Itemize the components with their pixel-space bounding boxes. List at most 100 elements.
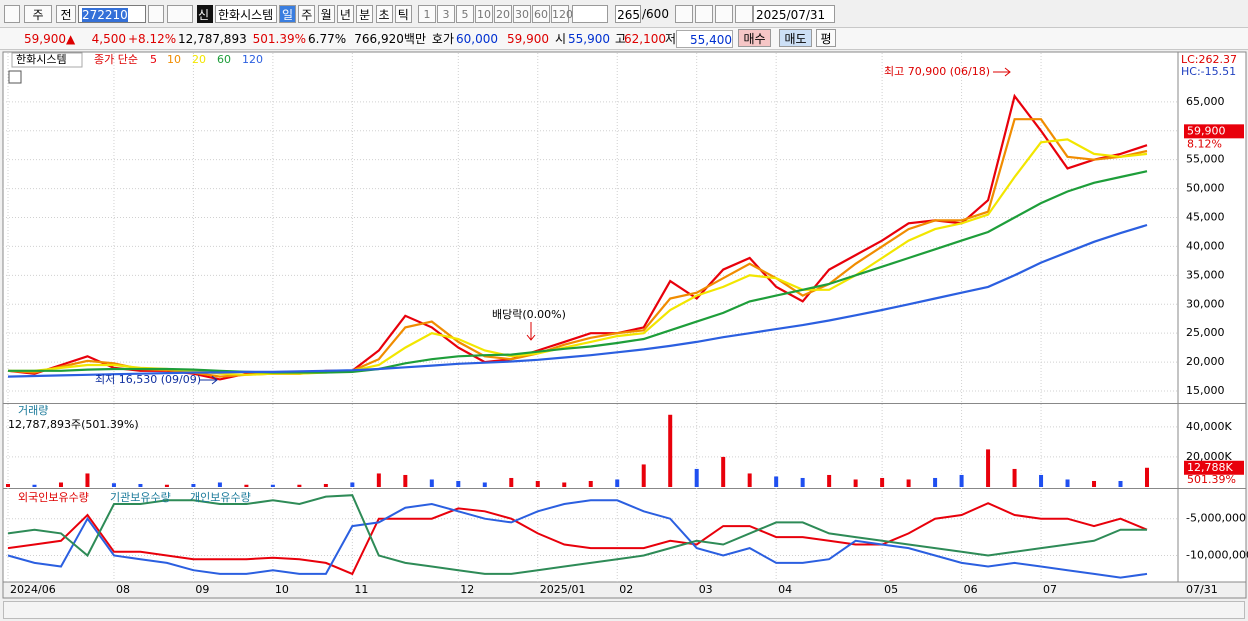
volume-bar xyxy=(668,414,673,487)
x-axis-background xyxy=(2,581,1247,599)
volume-bar xyxy=(85,473,90,487)
volume-bar xyxy=(853,479,858,487)
last-pct-label: 8.12% xyxy=(1187,137,1222,150)
interval-button[interactable]: 120 xyxy=(551,5,573,23)
quote-high-label: 고 xyxy=(614,32,626,46)
compare-select[interactable]: 전 xyxy=(56,5,76,23)
scrollbar[interactable] xyxy=(3,601,1245,619)
volume-bar xyxy=(800,477,805,487)
interval-select[interactable] xyxy=(572,5,608,23)
interval-button[interactable]: 10 xyxy=(475,5,493,23)
volume-bar xyxy=(429,479,434,487)
x-tick-label: 04 xyxy=(778,583,792,596)
volume-bar xyxy=(774,476,779,487)
tool-icon[interactable] xyxy=(715,5,733,23)
count-input[interactable]: 265 xyxy=(615,5,641,23)
y-tick-label: 45,000 xyxy=(1186,211,1225,224)
period-button[interactable]: 월 xyxy=(317,5,335,23)
y-tick-label: 55,000 xyxy=(1186,153,1225,166)
period-button[interactable]: 초 xyxy=(375,5,393,23)
series-line xyxy=(7,499,1148,579)
high-arrow xyxy=(993,67,1011,77)
x-tick-label: 12 xyxy=(460,583,474,596)
quote-cap: 766,920백만 xyxy=(354,32,426,46)
interval-button[interactable]: 60 xyxy=(532,5,550,23)
sound-button[interactable] xyxy=(167,5,193,23)
last-volume-label: 12,788K xyxy=(1187,461,1233,474)
volume-bar xyxy=(456,480,461,487)
date-input[interactable]: 2025/07/31 xyxy=(753,5,835,23)
low-arrow xyxy=(200,375,218,385)
interval-button[interactable]: 5 xyxy=(456,5,474,23)
quote-low-label: 저 xyxy=(664,32,676,46)
x-tick-label: 08 xyxy=(116,583,130,596)
period-button[interactable]: 년 xyxy=(336,5,354,23)
code-input[interactable]: 272210 xyxy=(78,5,146,23)
volume-bar xyxy=(827,474,832,487)
volume-bar xyxy=(244,484,249,487)
volume-bar xyxy=(191,483,196,487)
legend-entry: 20 xyxy=(192,53,206,66)
quote-price: 59,900 xyxy=(24,32,66,46)
last-price-label: 59,900 xyxy=(1187,124,1226,137)
axis-background xyxy=(1177,51,1247,583)
series-line xyxy=(7,502,1148,576)
quote-ask-label: 호가 xyxy=(431,32,454,46)
x-tick-label: 09 xyxy=(195,583,209,596)
volume-bar xyxy=(588,480,593,487)
volume-bar xyxy=(323,483,328,487)
interval-button[interactable]: 30 xyxy=(513,5,531,23)
volume-bar xyxy=(376,473,381,487)
period-button[interactable]: 분 xyxy=(356,5,374,23)
volume-bar xyxy=(138,483,143,487)
quote-turnover: 6.77% xyxy=(308,32,347,46)
volume-bar xyxy=(933,477,938,487)
title-box xyxy=(11,52,83,68)
volume-subtitle: 12,787,893주(501.39%) xyxy=(8,418,139,431)
tool-icon[interactable] xyxy=(675,5,693,23)
y-tick-label: -5,000,000 xyxy=(1186,512,1246,525)
x-tick-label: 05 xyxy=(884,583,898,596)
x-tick-label: 02 xyxy=(619,583,633,596)
volume-bar xyxy=(1012,468,1017,487)
volume-bar xyxy=(1065,479,1070,487)
y-tick-label: 40,000 xyxy=(1186,239,1225,252)
y-tick-label: 35,000 xyxy=(1186,268,1225,281)
y-tick-label: 40,000K xyxy=(1186,420,1232,433)
volume-bar xyxy=(350,482,355,487)
volume-bar xyxy=(482,482,487,487)
last-volume-pct: 501.39% xyxy=(1187,473,1236,486)
x-tick-label: 06 xyxy=(964,583,978,596)
quote-low: 55,400 xyxy=(676,30,733,48)
volume-bar xyxy=(217,482,222,487)
tool-icon[interactable] xyxy=(735,5,753,23)
hc-label: HC:-15.51 xyxy=(1181,65,1236,78)
series-line xyxy=(8,138,1148,376)
legend-entry: 개인보유수량 xyxy=(190,491,251,504)
x-end-label: 07/31 xyxy=(1186,583,1218,596)
interval-button[interactable]: 3 xyxy=(437,5,455,23)
x-tick-label: 10 xyxy=(275,583,289,596)
period-button[interactable]: 틱 xyxy=(394,5,412,23)
interval-button[interactable]: 1 xyxy=(418,5,436,23)
quote-bar xyxy=(0,28,1248,50)
low-annotation: 최저 16,530 (09/09) xyxy=(95,373,201,386)
market-select[interactable]: 주 xyxy=(24,5,52,23)
legend-entry: 10 xyxy=(167,53,181,66)
legend-entry: 외국인보유수량 xyxy=(18,491,89,504)
legend-entry: 기관보유수량 xyxy=(110,491,171,504)
period-button[interactable]: 일 xyxy=(279,5,296,23)
buy-button[interactable]: 매수 xyxy=(738,29,771,47)
x-tick-label: 03 xyxy=(699,583,713,596)
avg-button[interactable]: 평 xyxy=(816,29,836,47)
period-button[interactable]: 주 xyxy=(298,5,316,23)
search-button[interactable] xyxy=(148,5,164,23)
interval-button[interactable]: 20 xyxy=(494,5,512,23)
volume-title: 거래량 xyxy=(18,404,48,417)
menu-icon[interactable] xyxy=(4,5,20,23)
volume-bar xyxy=(535,480,540,487)
sell-button[interactable]: 매도 xyxy=(779,29,812,47)
quote-volume-pct: 501.39% xyxy=(252,32,306,46)
last-price-box xyxy=(1184,124,1244,139)
tool-icon[interactable] xyxy=(695,5,713,23)
